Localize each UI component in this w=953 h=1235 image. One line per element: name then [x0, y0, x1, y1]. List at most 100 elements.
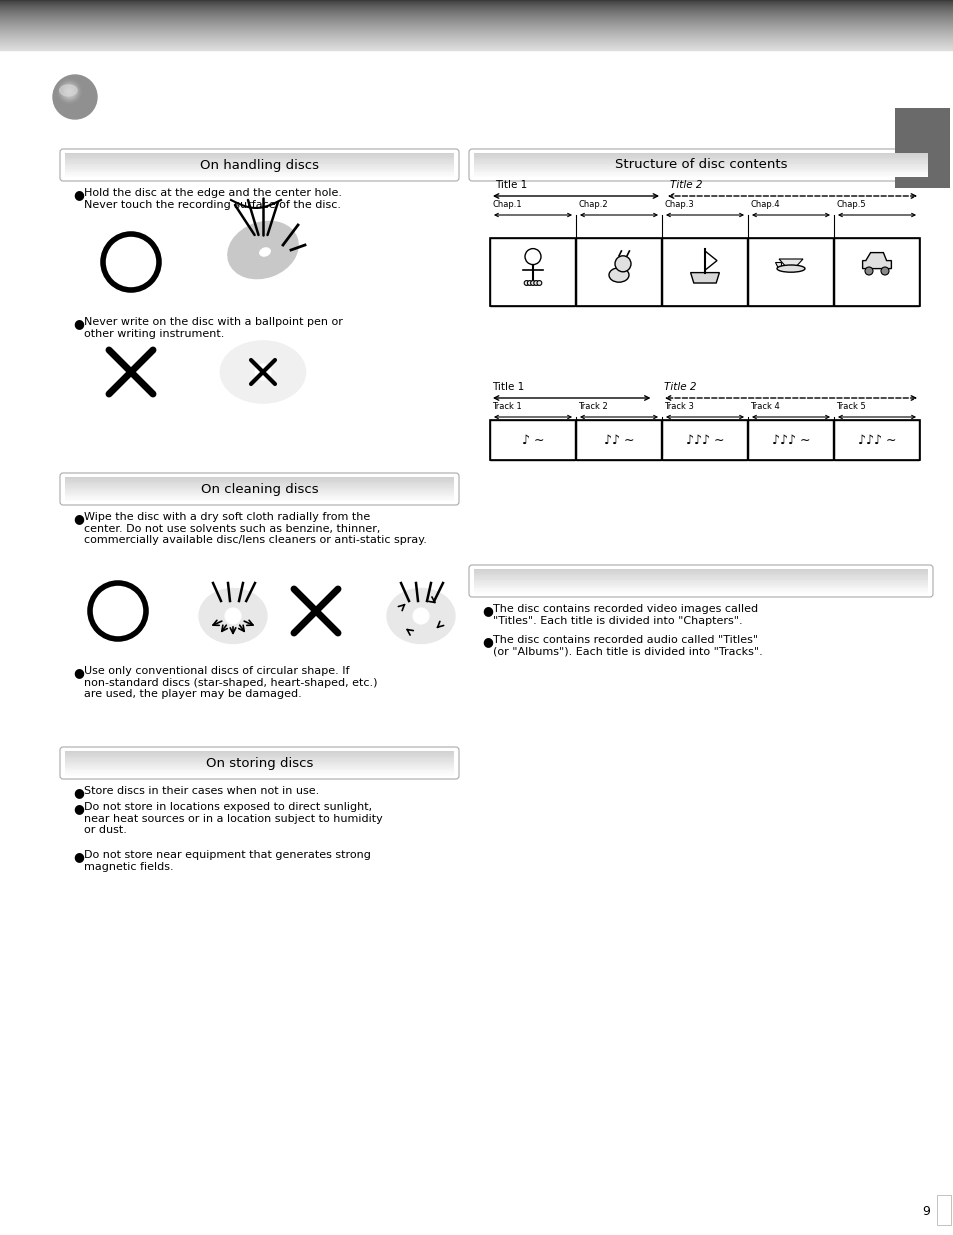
FancyBboxPatch shape [60, 747, 458, 779]
Text: Use only conventional discs of circular shape. If
non-standard discs (star-shape: Use only conventional discs of circular … [84, 666, 377, 699]
Bar [65, 173, 454, 175]
Bar [65, 488, 454, 489]
Bar [65, 761, 454, 762]
Bar [474, 170, 927, 173]
Text: ♪♪♪ ∼: ♪♪♪ ∼ [771, 433, 809, 447]
Circle shape [864, 267, 872, 275]
Bar [490, 238, 919, 306]
Bar [474, 174, 927, 177]
Text: Chap.2: Chap.2 [578, 200, 608, 209]
Bar [65, 492, 454, 493]
Polygon shape [704, 251, 717, 270]
Bar [65, 493, 454, 494]
Ellipse shape [228, 221, 297, 279]
Bar [474, 169, 927, 172]
Bar [474, 580, 927, 583]
Bar [65, 496, 454, 498]
Bar [474, 164, 927, 165]
Circle shape [615, 256, 630, 272]
Bar [65, 169, 454, 172]
Bar [65, 487, 454, 488]
Bar [65, 479, 454, 482]
Bar [65, 767, 454, 768]
Bar [65, 755, 454, 756]
Text: Chap.5: Chap.5 [836, 200, 865, 209]
Bar [474, 579, 927, 582]
Bar [474, 569, 927, 571]
Bar [65, 478, 454, 480]
Bar [474, 574, 927, 576]
Bar [474, 587, 927, 589]
Text: The disc contains recorded audio called "Titles"
(or "Albums"). Each title is di: The disc contains recorded audio called … [493, 635, 762, 657]
Circle shape [880, 267, 888, 275]
Text: Hold the disc at the edge and the center hole.
Never touch the recording surface: Hold the disc at the edge and the center… [84, 188, 341, 210]
FancyBboxPatch shape [469, 564, 932, 597]
Bar [65, 172, 454, 174]
Circle shape [413, 608, 429, 624]
Bar [65, 751, 454, 752]
Bar [474, 163, 927, 164]
Text: Track 2: Track 2 [578, 403, 607, 411]
Bar [65, 161, 454, 162]
Ellipse shape [220, 341, 305, 403]
Bar [894, 107, 949, 188]
Bar [490, 238, 575, 306]
Bar [65, 768, 454, 769]
Text: ●: ● [73, 317, 84, 330]
Bar [65, 489, 454, 490]
Bar [474, 161, 927, 162]
Bar [474, 576, 927, 577]
Circle shape [62, 84, 76, 99]
Text: ●: ● [481, 604, 493, 618]
Bar [65, 174, 454, 177]
Text: Title 1: Title 1 [495, 180, 527, 190]
Text: Track 3: Track 3 [663, 403, 693, 411]
Bar [490, 420, 575, 459]
Bar [65, 170, 454, 173]
Bar [661, 238, 747, 306]
Text: On handling discs: On handling discs [200, 158, 318, 172]
Bar [474, 589, 927, 592]
Bar [65, 167, 454, 168]
Text: 9: 9 [922, 1205, 929, 1218]
Ellipse shape [776, 266, 804, 272]
Bar [65, 175, 454, 178]
Bar [747, 420, 833, 459]
Bar [747, 238, 833, 306]
Bar [833, 238, 919, 306]
Bar [833, 420, 919, 459]
Bar [474, 175, 927, 178]
Text: ●: ● [73, 666, 84, 679]
FancyBboxPatch shape [60, 473, 458, 505]
Bar [474, 165, 927, 167]
Polygon shape [690, 273, 719, 283]
Text: ●: ● [73, 785, 84, 799]
Bar [65, 769, 454, 771]
Ellipse shape [59, 85, 77, 96]
Bar [474, 168, 927, 169]
Bar [65, 753, 454, 755]
Text: Store discs in their cases when not in use.: Store discs in their cases when not in u… [84, 785, 319, 797]
Text: Structure of disc contents: Structure of disc contents [614, 158, 786, 172]
Polygon shape [779, 259, 802, 268]
Bar [65, 484, 454, 485]
Bar [65, 483, 454, 484]
Bar [474, 578, 927, 579]
Bar [474, 571, 927, 572]
Ellipse shape [608, 268, 628, 283]
Ellipse shape [387, 589, 455, 643]
Circle shape [59, 82, 80, 101]
Bar [474, 582, 927, 584]
Text: The disc contains recorded video images called
"Titles". Each title is divided i: The disc contains recorded video images … [493, 604, 758, 626]
Bar [576, 238, 660, 306]
Bar [474, 172, 927, 174]
Circle shape [530, 280, 535, 285]
Bar [65, 766, 454, 767]
Circle shape [523, 280, 529, 285]
Bar [65, 168, 454, 169]
Text: ●: ● [73, 850, 84, 863]
Bar [65, 158, 454, 159]
Bar [474, 577, 927, 578]
Bar [65, 498, 454, 499]
Text: ♪♪ ∼: ♪♪ ∼ [603, 433, 634, 447]
